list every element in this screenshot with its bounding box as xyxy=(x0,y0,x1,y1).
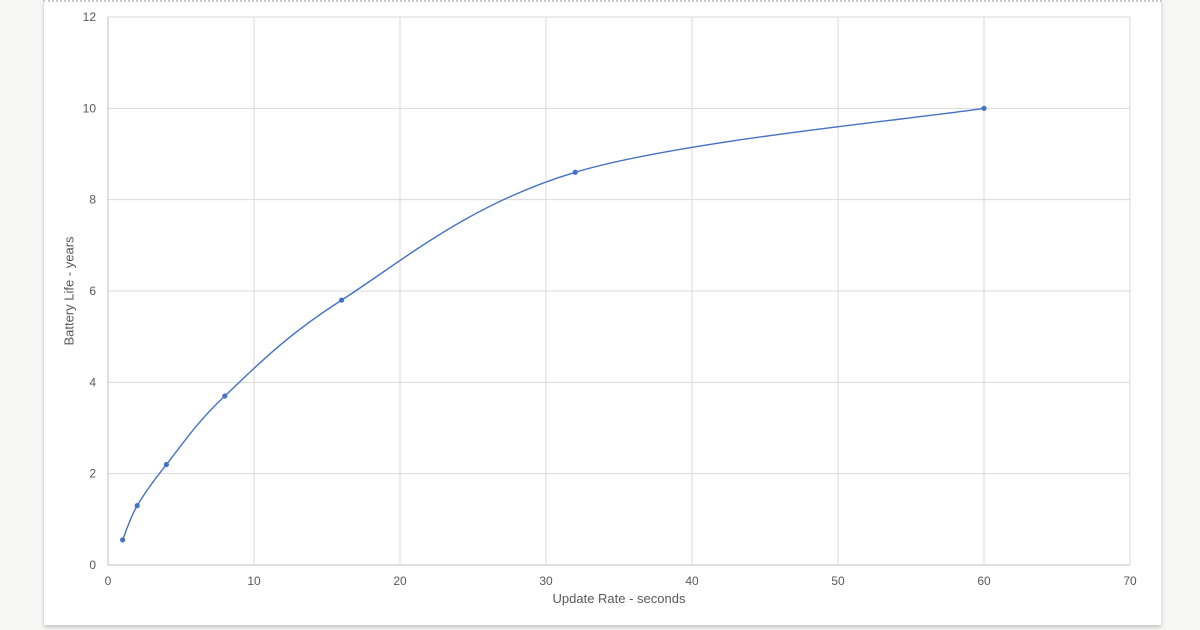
data-point-marker xyxy=(981,105,987,111)
x-axis-title: Update Rate - seconds xyxy=(552,591,686,606)
y-tick-label: 12 xyxy=(83,10,97,24)
data-point-marker xyxy=(163,461,169,468)
x-tick-label: 60 xyxy=(977,574,991,588)
series-line xyxy=(121,107,985,541)
x-tick-label: 30 xyxy=(539,574,553,588)
x-tick-label: 70 xyxy=(1123,574,1137,588)
y-tick-label: 4 xyxy=(89,375,96,389)
x-tick-label: 50 xyxy=(831,574,845,588)
y-tick-label: 6 xyxy=(89,284,96,298)
y-tick-label: 2 xyxy=(89,467,96,481)
x-tick-label: 20 xyxy=(393,574,407,588)
chart-plot-area: 0 2 4 6 8 10 12 0 10 20 30 40 50 60 70 xyxy=(83,10,1137,588)
data-point-marker xyxy=(120,537,126,543)
data-point-marker xyxy=(134,503,140,509)
data-point-marker xyxy=(222,393,228,399)
chart-card: 0 2 4 6 8 10 12 0 10 20 30 40 50 60 70 Update Rate - s… xyxy=(43,0,1162,625)
y-tick-label: 8 xyxy=(89,193,96,207)
x-tick-label: 0 xyxy=(105,574,112,588)
y-axis-title: Battery Life - years xyxy=(61,236,77,346)
x-tick-label: 10 xyxy=(247,574,261,588)
data-point-marker xyxy=(339,297,345,303)
y-tick-label: 10 xyxy=(83,101,97,115)
x-tick-label: 40 xyxy=(685,574,699,588)
y-tick-label: 0 xyxy=(89,558,96,572)
data-point-marker xyxy=(572,169,578,175)
